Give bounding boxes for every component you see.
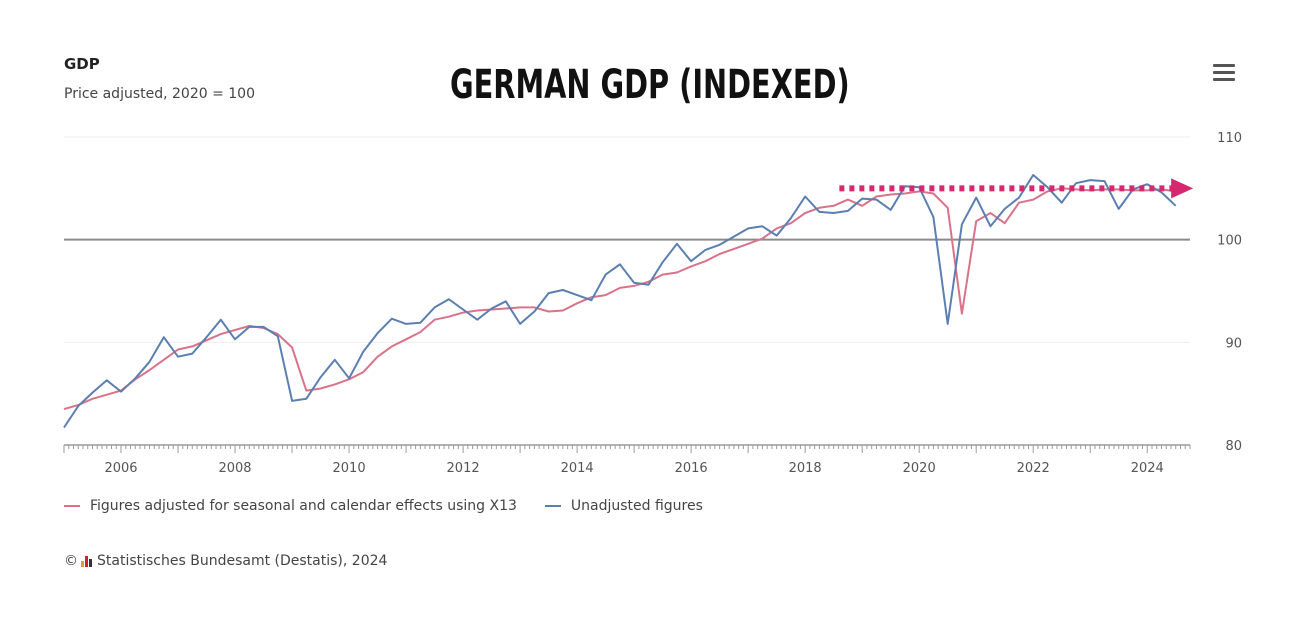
chart-title: GDP <box>64 55 100 73</box>
legend-swatch-unadjusted <box>544 505 561 507</box>
grid-lines <box>64 136 1190 343</box>
y-tick-label-90: 90 <box>1225 336 1242 351</box>
trend-arrow-annotation <box>839 178 1194 199</box>
y-tick-label-100: 100 <box>1217 234 1242 249</box>
legend-swatch-adjusted <box>64 505 80 507</box>
x-tick-label-2008: 2008 <box>218 461 251 476</box>
legend-item-unadjusted[interactable]: Unadjusted figures <box>544 498 703 514</box>
x-axis: 2006 2008 2010 2012 2014 2016 2018 2020 2022 2024 <box>63 444 1191 476</box>
chart-card <box>42 38 1254 586</box>
menu-bar <box>1213 71 1235 74</box>
legend: Figures adjusted for seasonal and calend… <box>64 498 731 514</box>
x-tick-label-2024: 2024 <box>1131 461 1164 476</box>
x-tick-label-2018: 2018 <box>789 461 822 476</box>
menu-bar <box>1213 64 1235 67</box>
overlay-title: GERMAN GDP (INDEXED) <box>450 62 850 108</box>
x-tick-label-2014: 2014 <box>561 461 594 476</box>
legend-label-unadjusted: Unadjusted figures <box>570 498 703 514</box>
y-tick-label-110: 110 <box>1217 131 1242 146</box>
series-lines <box>63 174 1177 429</box>
copyright-symbol: © <box>64 553 78 569</box>
x-tick-label-2016: 2016 <box>675 461 708 476</box>
chart-subtitle: Price adjusted, 2020 = 100 <box>64 86 255 102</box>
x-tick-label-2020: 2020 <box>903 461 936 476</box>
x-tick-label-2022: 2022 <box>1017 461 1050 476</box>
credits[interactable]: © Statistisches Bundesamt (Destatis), 20… <box>64 553 387 569</box>
legend-label-adjusted: Figures adjusted for seasonal and calend… <box>90 498 517 514</box>
series-line-unadjusted <box>63 174 1177 429</box>
menu-bar <box>1213 78 1235 81</box>
x-tick-label-2006: 2006 <box>104 461 137 476</box>
destatis-logo-icon <box>81 555 92 567</box>
arrow-head-icon <box>1171 178 1194 199</box>
x-tick-label-2010: 2010 <box>333 461 366 476</box>
y-tick-label-80: 80 <box>1225 439 1242 454</box>
hamburger-menu-icon[interactable] <box>1213 64 1237 84</box>
legend-item-adjusted[interactable]: Figures adjusted for seasonal and calend… <box>64 498 517 514</box>
y-axis: 80 90 100 110 <box>1217 131 1242 454</box>
credits-text: Statistisches Bundesamt (Destatis), 2024 <box>97 553 388 569</box>
x-tick-label-2012: 2012 <box>447 461 480 476</box>
series-line-adjusted <box>63 187 1176 411</box>
